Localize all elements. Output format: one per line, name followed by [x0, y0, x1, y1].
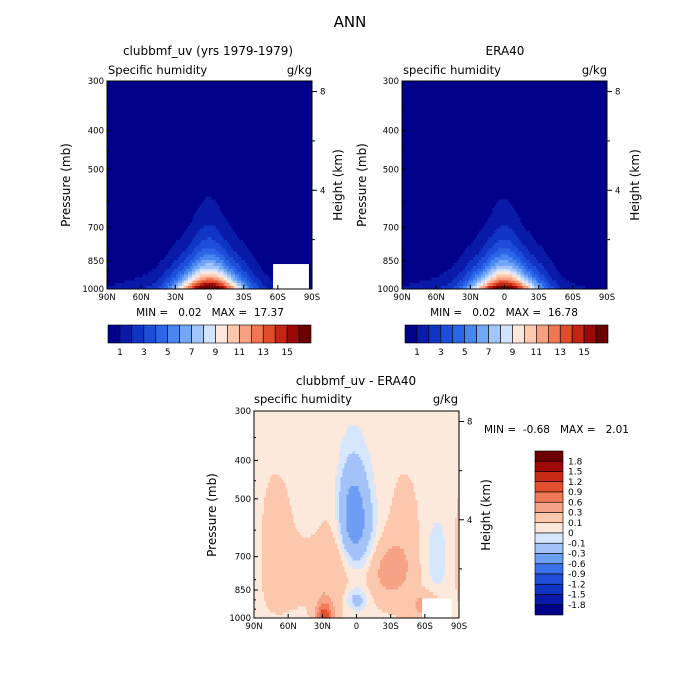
panel-model: clubbmf_uv (yrs 1979-1979) Specific humi… — [59, 44, 345, 358]
panel-model-title: clubbmf_uv (yrs 1979-1979) — [123, 44, 293, 58]
panel-model-right-label: g/kg — [287, 63, 312, 77]
plot-model-cells — [107, 81, 312, 289]
panel-model-left-label: Specific humidity — [108, 63, 207, 77]
page-title: ANN — [334, 13, 367, 31]
